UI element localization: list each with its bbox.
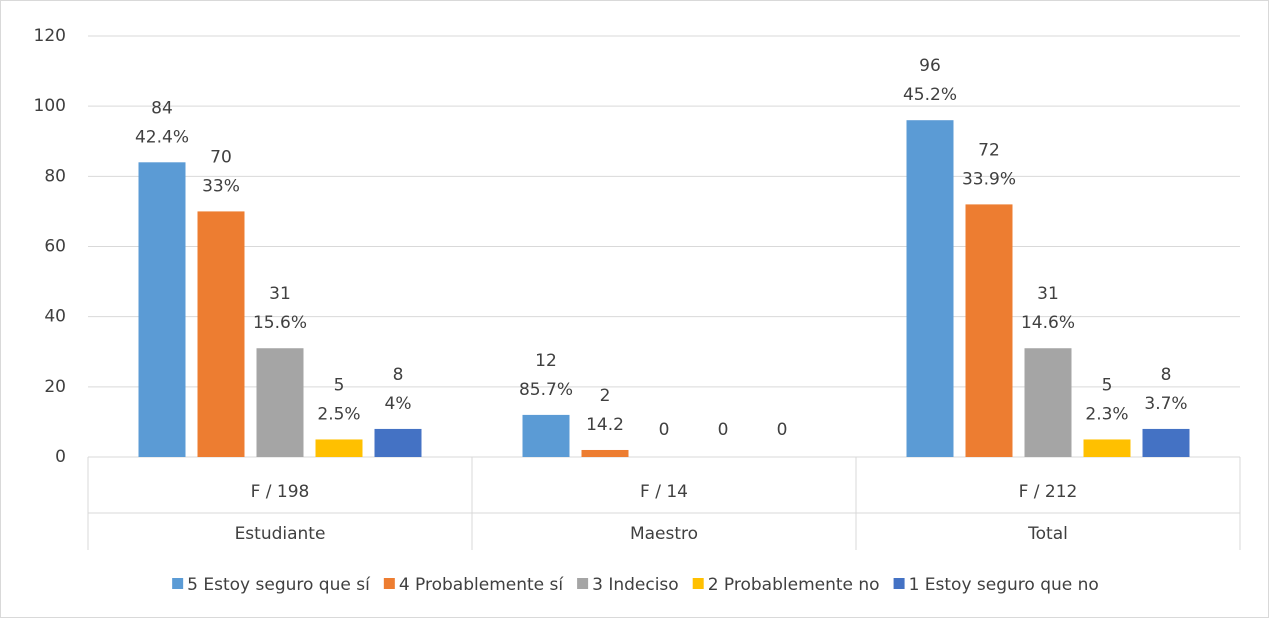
data-label-percent: 3.7% [1144, 394, 1187, 414]
data-label: 12 [535, 351, 557, 371]
legend-swatch [383, 578, 395, 589]
bar [374, 428, 422, 457]
y-tick-label: 120 [34, 26, 66, 46]
data-label: 31 [1037, 284, 1059, 304]
group-label: Maestro [630, 524, 698, 544]
data-label-percent: 14.2 [586, 415, 624, 435]
legend-label: 3 Indeciso [592, 575, 679, 595]
data-label-percent: 85.7% [519, 380, 573, 400]
group-label: Total [1027, 524, 1068, 544]
bar [906, 120, 954, 457]
legend-label: 5 Estoy seguro que sí [187, 575, 371, 595]
bar [197, 211, 245, 457]
data-label-percent: 33.9% [962, 169, 1016, 189]
data-label: 5 [1102, 375, 1113, 395]
legend-label: 2 Probablemente no [708, 575, 880, 595]
data-label: 72 [978, 140, 1000, 160]
y-tick-label: 40 [44, 307, 66, 327]
data-label: 84 [151, 98, 173, 118]
data-label: 31 [269, 284, 291, 304]
bar [315, 439, 363, 457]
x-tick-label: F / 198 [251, 482, 310, 502]
data-label-percent: 45.2% [903, 85, 957, 105]
bar [1083, 439, 1131, 457]
y-tick-label: 20 [44, 377, 66, 397]
data-label: 70 [210, 147, 232, 167]
data-label: 0 [659, 420, 670, 440]
data-label: 96 [919, 56, 941, 76]
legend-label: 1 Estoy seguro que no [909, 575, 1099, 595]
bar [138, 162, 186, 458]
data-label-percent: 2.3% [1085, 404, 1128, 424]
data-label-percent: 15.6% [253, 313, 307, 333]
data-label-percent: 4% [385, 394, 412, 414]
legend-swatch [577, 578, 589, 589]
legend-swatch [172, 578, 184, 589]
bar [965, 204, 1013, 457]
data-label-percent: 2.5% [317, 404, 360, 424]
bar [1024, 348, 1072, 457]
data-label: 0 [777, 420, 788, 440]
legend-swatch [893, 578, 905, 589]
y-tick-label: 0 [55, 447, 66, 467]
data-label: 2 [600, 386, 611, 406]
x-tick-label: F / 212 [1019, 482, 1078, 502]
data-label: 0 [718, 420, 729, 440]
legend-swatch [692, 578, 704, 589]
x-tick-label: F / 14 [640, 482, 688, 502]
group-label: Estudiante [235, 524, 326, 544]
y-tick-label: 60 [44, 237, 66, 257]
bar [581, 449, 629, 457]
legend-label: 4 Probablemente sí [399, 575, 565, 595]
data-label: 5 [334, 375, 345, 395]
data-label-percent: 14.6% [1021, 313, 1075, 333]
bar [1142, 428, 1190, 457]
data-label-percent: 42.4% [135, 127, 189, 147]
bar [256, 348, 304, 457]
y-tick-label: 80 [44, 166, 66, 186]
data-label: 8 [393, 365, 404, 385]
data-label: 8 [1161, 365, 1172, 385]
data-label-percent: 33% [202, 176, 240, 196]
y-tick-label: 100 [34, 96, 66, 116]
bar [522, 414, 570, 457]
